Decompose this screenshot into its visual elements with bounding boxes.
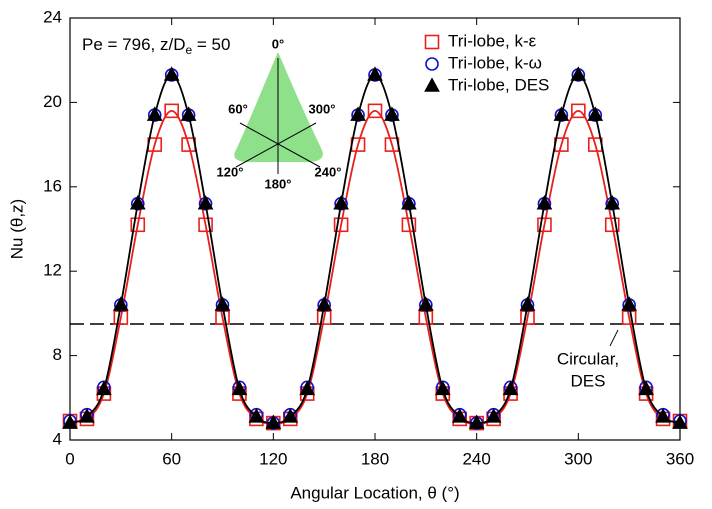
plot-frame	[69, 17, 681, 441]
marker	[129, 195, 146, 210]
marker	[96, 380, 112, 396]
marker	[468, 414, 485, 429]
marker	[333, 217, 349, 233]
series-line	[69, 109, 681, 425]
x-tick-label: 0	[65, 449, 74, 468]
marker	[316, 296, 333, 311]
marker	[655, 408, 671, 423]
y-tick-label: 12	[43, 261, 62, 280]
marker	[401, 217, 417, 233]
inset-label: 60°	[228, 101, 248, 116]
x-axis-label: Angular Location, θ (°)	[290, 483, 459, 502]
marker	[424, 34, 440, 50]
marker	[401, 195, 417, 210]
marker	[333, 195, 349, 210]
marker	[451, 408, 468, 423]
inset-axis	[235, 122, 317, 168]
marker	[502, 380, 519, 396]
marker	[425, 57, 439, 71]
marker	[587, 106, 604, 121]
marker	[197, 195, 214, 210]
inset-label: 0°	[272, 36, 284, 51]
marker	[350, 106, 366, 121]
legend-label: Tri-lobe, DES	[448, 75, 549, 94]
marker	[146, 106, 163, 121]
marker	[571, 103, 586, 119]
marker	[130, 217, 146, 233]
inset-label: 240°	[315, 164, 342, 179]
marker	[231, 380, 248, 396]
marker	[180, 106, 197, 121]
marker	[214, 296, 231, 311]
y-tick-label: 8	[53, 345, 62, 364]
inset-label: 180°	[265, 176, 292, 191]
x-tick-label: 180	[361, 449, 389, 468]
reference-leader	[609, 329, 619, 347]
y-tick-label: 4	[53, 429, 62, 448]
marker	[282, 408, 299, 423]
marker	[164, 103, 179, 119]
marker	[519, 296, 536, 311]
marker	[112, 296, 129, 311]
marker	[248, 408, 265, 423]
x-tick-label: 240	[462, 449, 490, 468]
annotation-after: = 50	[192, 35, 230, 54]
marker	[604, 217, 620, 233]
inset-axis	[239, 122, 321, 168]
marker	[537, 217, 552, 233]
inset-label: 120°	[217, 164, 244, 179]
annotation-text: Pe = 796, z/D	[82, 35, 185, 54]
x-tick-label: 120	[259, 449, 287, 468]
marker	[367, 103, 383, 119]
y-tick-label: 24	[43, 7, 62, 26]
reference-label: DES	[571, 371, 606, 390]
marker	[367, 66, 383, 81]
reference-label: Circular,	[557, 349, 619, 368]
marker	[384, 106, 400, 121]
marker	[638, 380, 654, 396]
marker	[79, 408, 95, 423]
y-tick-label: 16	[43, 176, 62, 195]
marker	[424, 77, 440, 92]
annotation: Pe = 796, z/De = 50	[82, 35, 230, 57]
marker	[434, 380, 451, 396]
marker	[265, 414, 282, 429]
legend-label: Tri-lobe, k-ω	[448, 53, 542, 72]
inset-label: 300°	[309, 101, 336, 116]
marker	[485, 408, 502, 423]
marker	[604, 195, 621, 210]
marker	[417, 296, 434, 311]
legend-label: Tri-lobe, k-ε	[448, 31, 537, 50]
marker	[536, 195, 553, 210]
y-tick-label: 20	[43, 92, 62, 111]
marker	[299, 380, 316, 396]
x-tick-label: 360	[666, 449, 694, 468]
x-tick-label: 60	[162, 449, 181, 468]
annotation-sub: e	[185, 43, 192, 57]
marker	[163, 66, 180, 81]
marker	[553, 106, 570, 121]
marker	[198, 217, 213, 233]
x-tick-label: 300	[564, 449, 592, 468]
y-axis-label: Nu (θ,z)	[7, 199, 26, 259]
marker	[621, 296, 638, 311]
inset-shape	[234, 52, 323, 163]
marker	[570, 66, 587, 81]
inset: 0° 60° 300° 120° 180° 240°	[217, 36, 342, 191]
